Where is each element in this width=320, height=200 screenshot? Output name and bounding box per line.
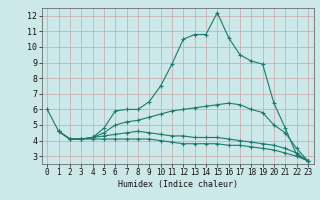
X-axis label: Humidex (Indice chaleur): Humidex (Indice chaleur) bbox=[118, 180, 237, 189]
